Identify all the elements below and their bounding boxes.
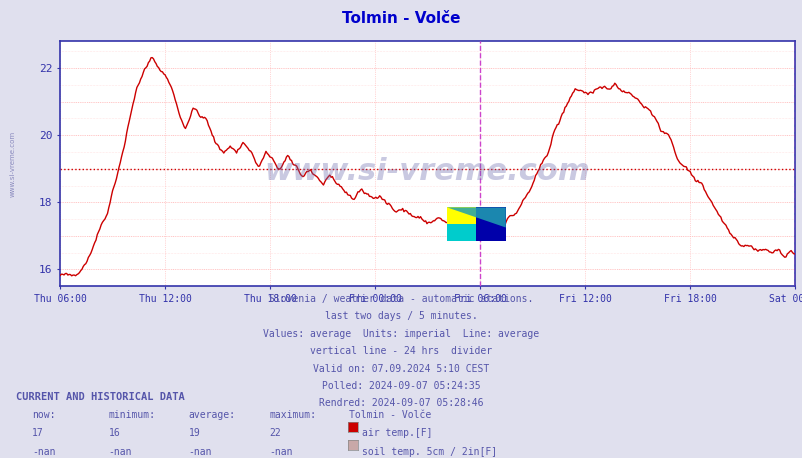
Text: average:: average: bbox=[188, 410, 236, 420]
Text: vertical line - 24 hrs  divider: vertical line - 24 hrs divider bbox=[310, 346, 492, 356]
Text: Slovenia / weather data - automatic stations.: Slovenia / weather data - automatic stat… bbox=[269, 294, 533, 304]
Text: 17: 17 bbox=[32, 428, 44, 438]
Text: Tolmin - Volče: Tolmin - Volče bbox=[342, 11, 460, 27]
Text: maximum:: maximum: bbox=[269, 410, 316, 420]
Text: www.si-vreme.com: www.si-vreme.com bbox=[10, 131, 15, 197]
Text: minimum:: minimum: bbox=[108, 410, 156, 420]
Text: 16: 16 bbox=[108, 428, 120, 438]
Text: Polled: 2024-09-07 05:24:35: Polled: 2024-09-07 05:24:35 bbox=[322, 381, 480, 391]
Text: CURRENT AND HISTORICAL DATA: CURRENT AND HISTORICAL DATA bbox=[16, 392, 184, 402]
Text: Valid on: 07.09.2024 5:10 CEST: Valid on: 07.09.2024 5:10 CEST bbox=[313, 364, 489, 374]
Text: 19: 19 bbox=[188, 428, 200, 438]
Text: -nan: -nan bbox=[32, 447, 55, 457]
Text: air temp.[F]: air temp.[F] bbox=[362, 428, 432, 438]
Text: Tolmin - Volče: Tolmin - Volče bbox=[349, 410, 431, 420]
Text: last two days / 5 minutes.: last two days / 5 minutes. bbox=[325, 311, 477, 322]
Text: www.si-vreme.com: www.si-vreme.com bbox=[265, 157, 589, 185]
Text: -nan: -nan bbox=[108, 447, 132, 457]
Text: -nan: -nan bbox=[188, 447, 212, 457]
Text: Values: average  Units: imperial  Line: average: Values: average Units: imperial Line: av… bbox=[263, 329, 539, 339]
Text: soil temp. 5cm / 2in[F]: soil temp. 5cm / 2in[F] bbox=[362, 447, 496, 457]
Bar bbox=[447, 224, 476, 241]
Text: -nan: -nan bbox=[269, 447, 292, 457]
Polygon shape bbox=[447, 207, 505, 228]
Bar bbox=[447, 207, 476, 224]
Text: 22: 22 bbox=[269, 428, 281, 438]
Text: now:: now: bbox=[32, 410, 55, 420]
Text: Rendred: 2024-09-07 05:28:46: Rendred: 2024-09-07 05:28:46 bbox=[319, 398, 483, 409]
Bar bbox=[476, 207, 505, 241]
